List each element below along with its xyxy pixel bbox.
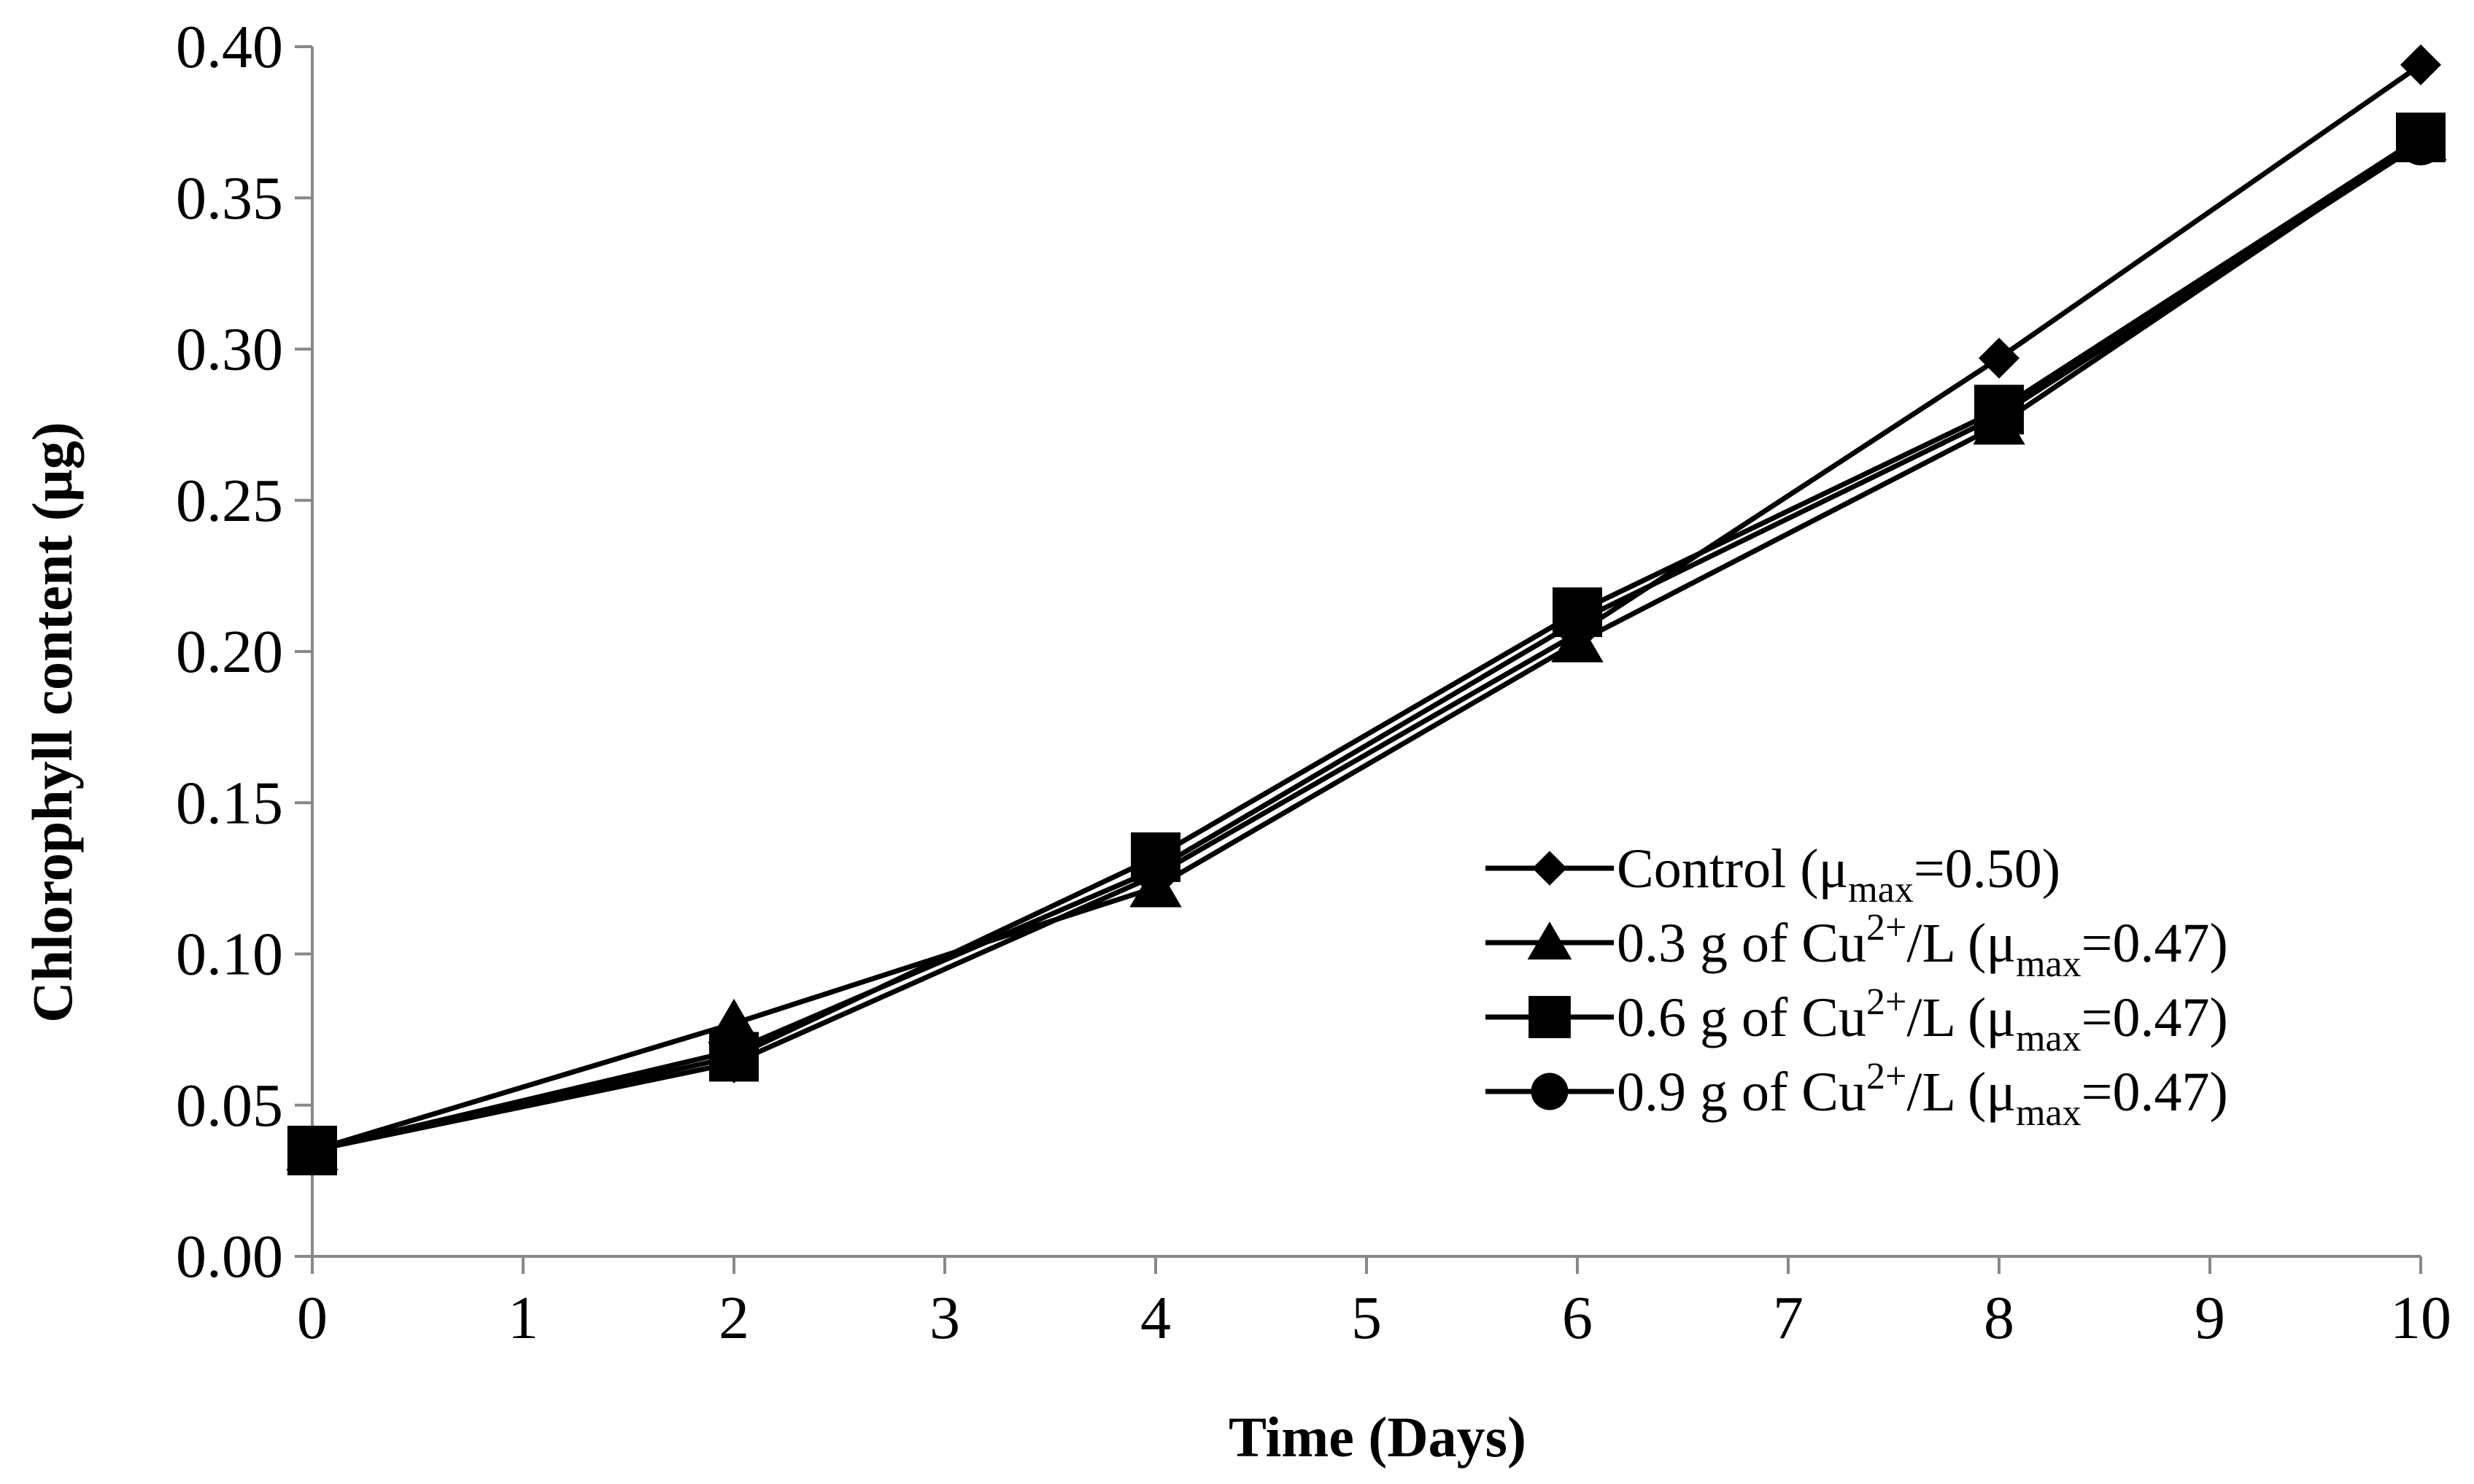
legend-label-sub: max (2016, 1092, 2081, 1134)
legend-item: 0.3 g of Cu2+/L (μmax=0.47) (1485, 907, 2228, 985)
legend-label-sup: 2+ (1866, 1056, 1906, 1097)
triangle-marker (1551, 617, 1604, 662)
series-square (312, 135, 2422, 1153)
legend-label: 0.9 g of Cu2+/L (μmax=0.47) (1617, 1056, 2228, 1134)
series-line (312, 62, 2422, 1153)
legend-label-main: 0.9 g of Cu (1617, 1062, 1866, 1123)
x-tick-label: 5 (1351, 1284, 1382, 1352)
square-marker (1553, 587, 1602, 638)
x-tick-label: 2 (719, 1284, 749, 1352)
y-axis-title: Chlorophyll content (µg) (20, 422, 84, 1023)
legend-label-end: =0.47) (2081, 987, 2228, 1048)
series-line (311, 138, 2422, 1153)
legend-label-sub: max (2016, 1018, 2081, 1059)
y-tick-label: 0.10 (176, 921, 283, 989)
square-marker (2396, 112, 2446, 163)
legend-label-mid: /L (μ (1906, 1062, 2016, 1123)
y-tick-label: 0.00 (176, 1223, 283, 1291)
x-tick-label: 7 (1773, 1284, 1804, 1352)
legend-item: 0.9 g of Cu2+/L (μmax=0.47) (1485, 1056, 2228, 1134)
square-marker (709, 1032, 759, 1082)
legend: Control (μmax=0.50)0.3 g of Cu2+/L (μmax… (1485, 838, 2228, 1134)
series-circle (312, 141, 2422, 1153)
y-tick-label: 0.15 (176, 769, 283, 837)
series-line (312, 141, 2422, 1153)
square-marker (1974, 384, 2024, 435)
x-tick-label: 9 (2195, 1284, 2225, 1352)
legend-label-mid: /L (μ (1906, 987, 2016, 1048)
legend-diamond-marker (1532, 851, 1567, 886)
x-tick-label: 3 (929, 1284, 960, 1352)
legend-label-end: =0.47) (2081, 913, 2228, 974)
square-marker (287, 1125, 337, 1175)
y-tick-label: 0.05 (176, 1072, 283, 1140)
x-tick-label: 6 (1562, 1284, 1593, 1352)
legend-item: Control (μmax=0.50) (1485, 838, 2060, 911)
y-tick-label: 0.25 (176, 467, 283, 535)
legend-square-marker (1528, 996, 1571, 1038)
legend-circle-marker (1531, 1073, 1569, 1110)
diamond-marker (1979, 337, 2019, 379)
legend-label-sup: 2+ (1866, 981, 1906, 1023)
y-tick-label: 0.30 (176, 316, 283, 384)
legend-label: 0.3 g of Cu2+/L (μmax=0.47) (1617, 907, 2228, 985)
legend-label-sub: max (1848, 869, 1914, 911)
y-tick-label: 0.35 (176, 164, 283, 232)
series-diamond (312, 62, 2422, 1153)
x-tick-label: 1 (508, 1284, 538, 1352)
axes: 0.00 0.05 0.10 0.15 0.20 0.25 0.30 0.35 0.40 0 1 2 3… (176, 13, 2451, 1352)
series-triangle (311, 138, 2422, 1153)
legend-label-end: =0.50) (1914, 838, 2060, 900)
y-tick-label: 0.40 (176, 13, 283, 81)
series-line (312, 135, 2422, 1153)
legend-label-mid: /L (μ (1906, 913, 2016, 974)
legend-label: 0.6 g of Cu2+/L (μmax=0.47) (1617, 981, 2228, 1059)
legend-label-sup: 2+ (1866, 907, 1906, 948)
square-marker (1131, 832, 1180, 882)
triangle-marker (1129, 862, 1182, 908)
x-tick-label: 0 (297, 1284, 328, 1352)
legend-item: 0.6 g of Cu2+/L (μmax=0.47) (1485, 981, 2228, 1059)
x-tick-label: 8 (1984, 1284, 2014, 1352)
series-layer (286, 44, 2447, 1175)
legend-label: Control (μmax=0.50) (1617, 838, 2060, 911)
diamond-marker (2400, 44, 2441, 85)
x-tick-label: 4 (1140, 1284, 1171, 1352)
x-tick-label: 10 (2390, 1284, 2451, 1352)
legend-label-main: 0.3 g of Cu (1617, 913, 1866, 974)
legend-triangle-marker (1527, 921, 1572, 960)
legend-label-end: =0.47) (2081, 1062, 2228, 1123)
y-tick-label: 0.20 (176, 618, 283, 686)
legend-label-main: Control (μ (1617, 838, 1848, 900)
legend-label-main: 0.6 g of Cu (1617, 987, 1866, 1048)
x-axis-title: Time (Days) (1229, 1405, 1526, 1469)
legend-label-sub: max (2016, 943, 2081, 985)
